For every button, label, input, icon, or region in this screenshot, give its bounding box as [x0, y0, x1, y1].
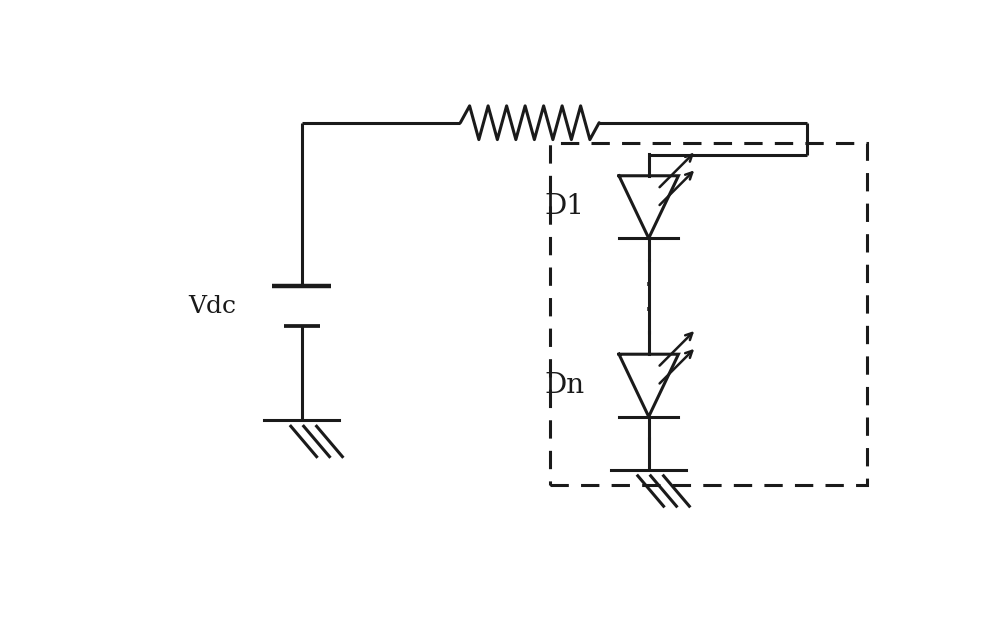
Text: D1: D1 [544, 194, 584, 221]
Text: Vdc: Vdc [189, 295, 237, 318]
Bar [550, 142, 867, 485]
Text: ·: · [644, 297, 654, 326]
Text: ·: · [644, 272, 654, 301]
Text: Dn: Dn [544, 372, 584, 399]
